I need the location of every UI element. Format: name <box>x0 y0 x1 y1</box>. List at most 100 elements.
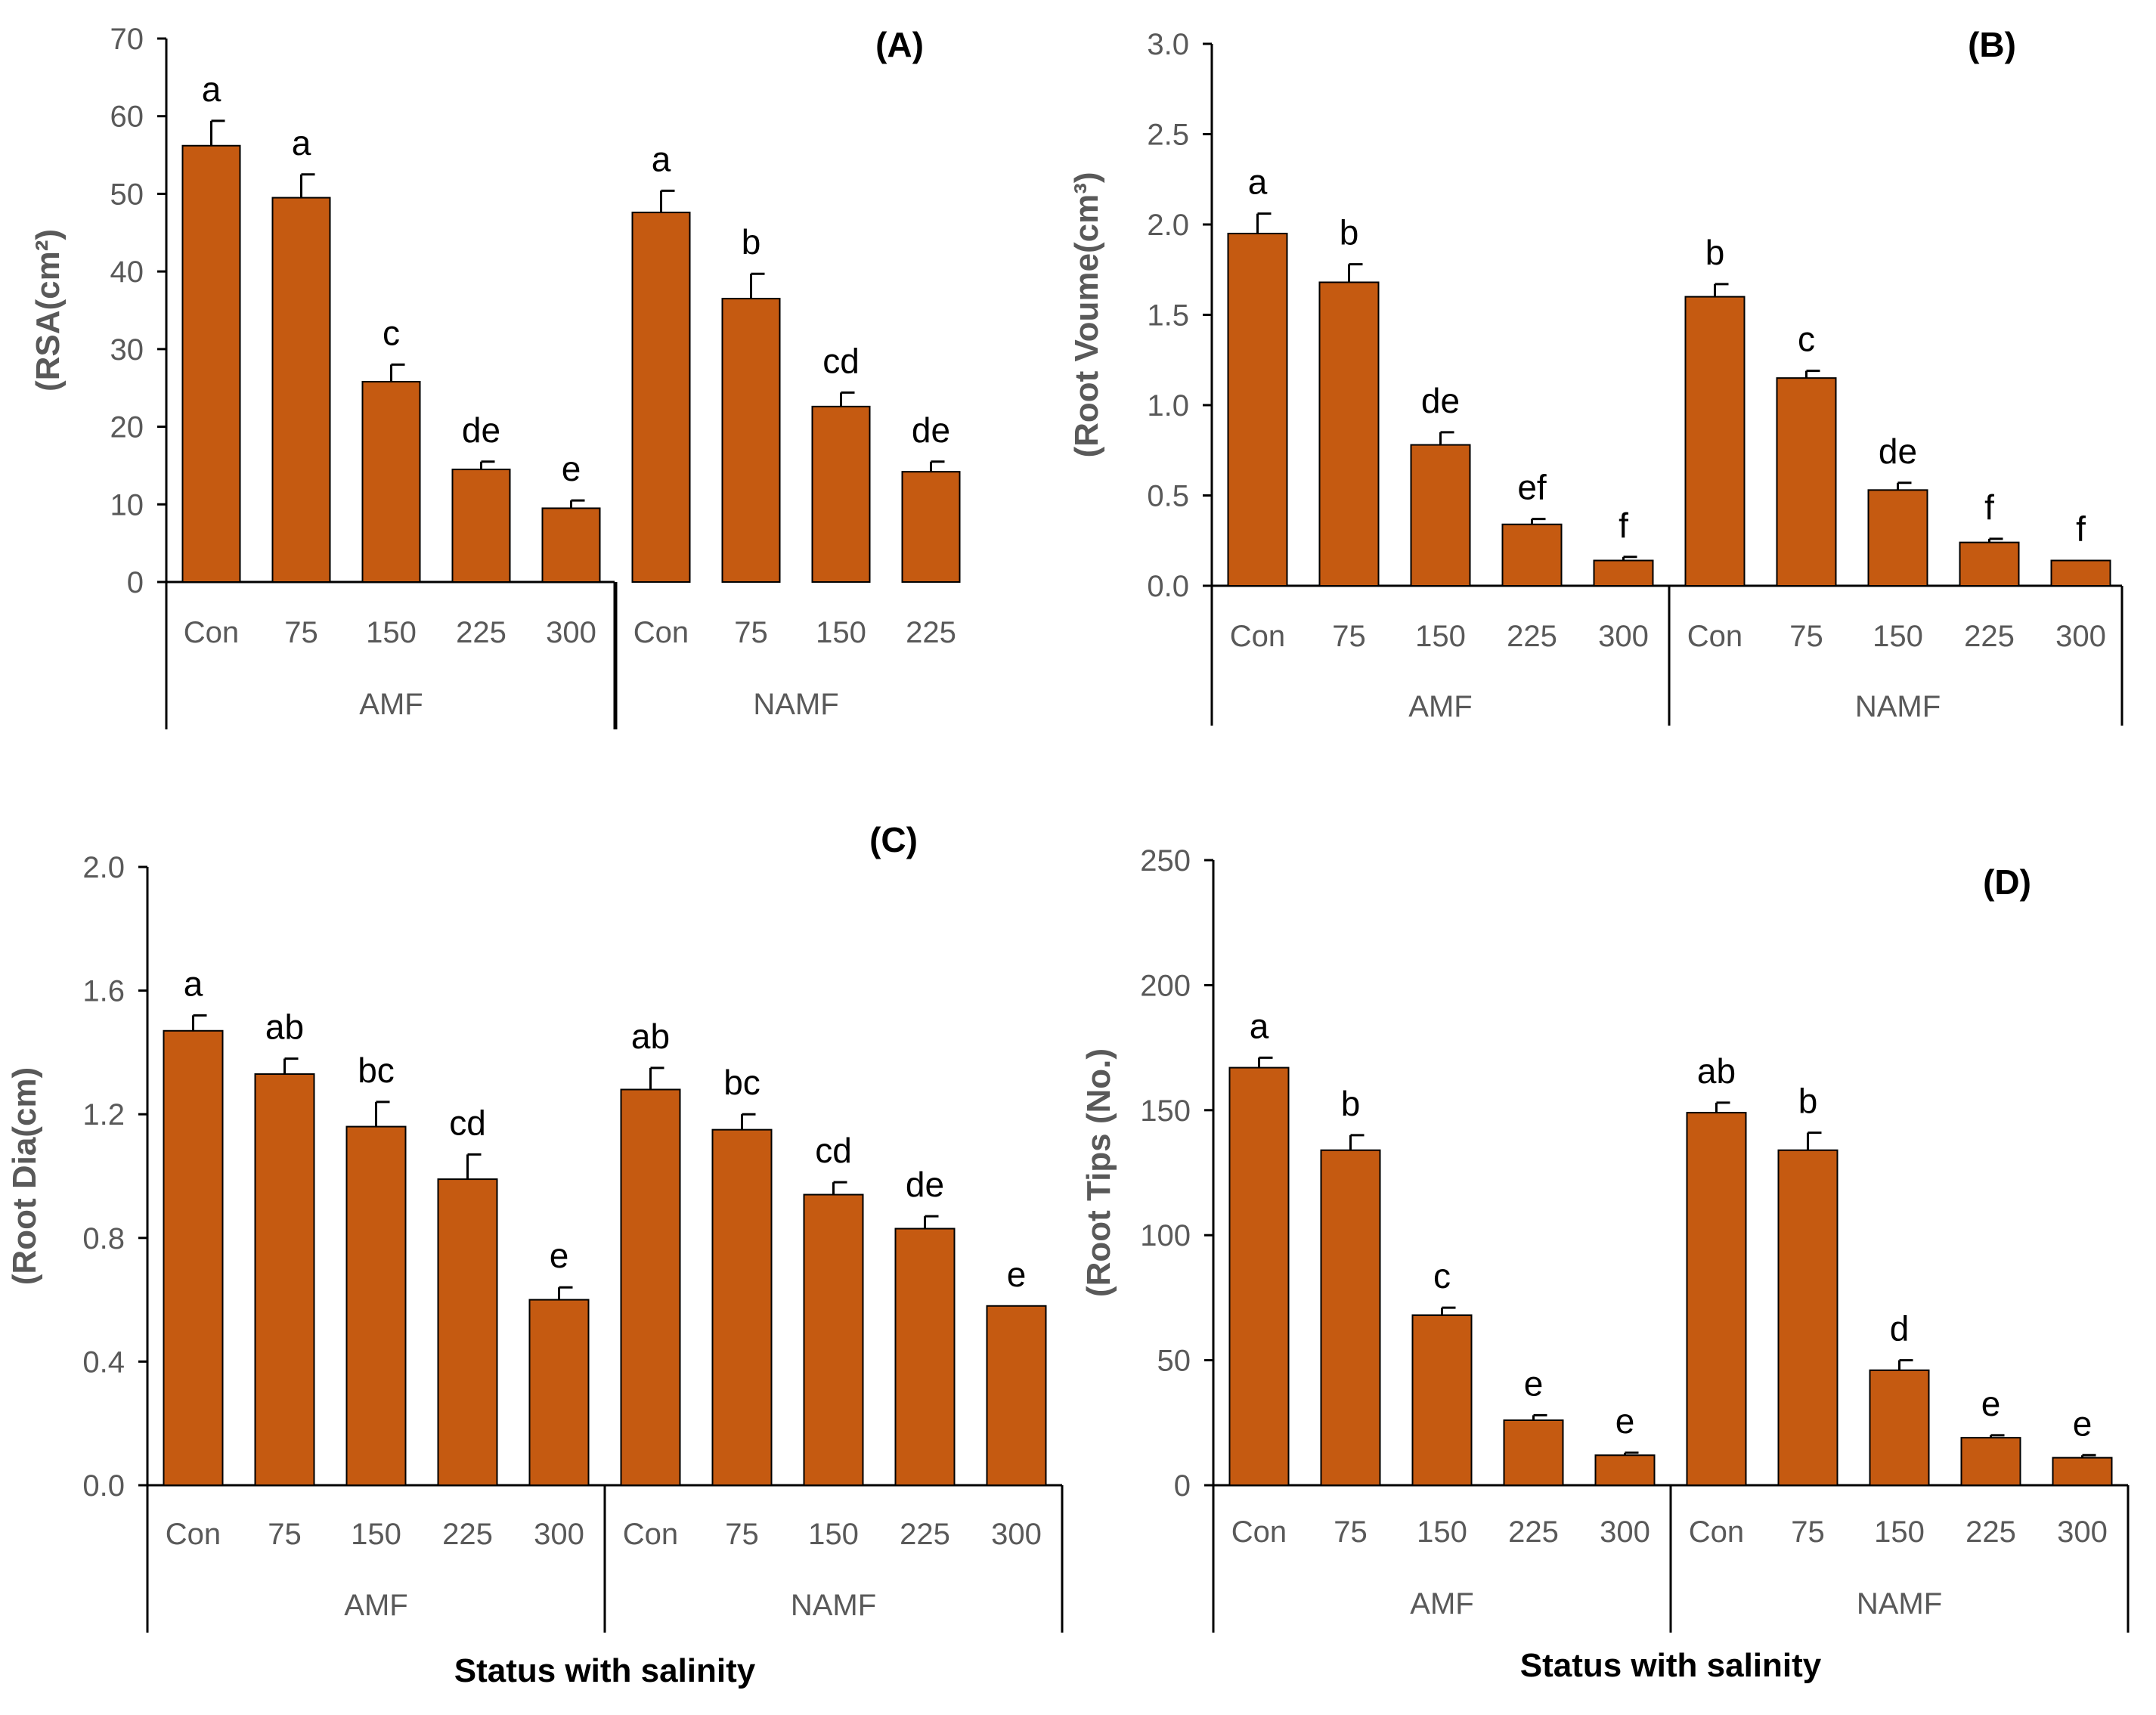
panel-d-bar <box>1503 1419 1564 1486</box>
panel-c-bar <box>894 1227 956 1487</box>
panel-d-bar <box>1869 1369 1930 1487</box>
panel-a-y-axis-title: (RSA(cm²) <box>29 229 67 392</box>
panel-d-category-label: 300 <box>1600 1515 1650 1549</box>
panel-d-y-tick-label: 200 <box>1140 969 1191 1002</box>
panel-c-category-label: 150 <box>808 1518 859 1551</box>
panel-a-bar <box>181 144 241 583</box>
panel-b-bar <box>1867 489 1928 587</box>
panel-d-significance-letter: b <box>1341 1084 1361 1123</box>
panel-b-significance-letter: c <box>1798 320 1815 359</box>
panel-c-significance-letter: de <box>906 1165 944 1204</box>
panel-c-label: (C) <box>869 820 918 859</box>
panel-c-y-tick-label: 0.8 <box>82 1222 125 1255</box>
panel-c-significance-letter: cd <box>449 1103 486 1142</box>
panel-a-category-label: 150 <box>816 616 866 649</box>
panel-d-significance-letter: e <box>1524 1364 1544 1403</box>
panel-c-category-label: Con <box>623 1518 678 1551</box>
panel-d-y-tick-label: 50 <box>1157 1345 1191 1378</box>
panel-b-bar <box>1959 541 2020 587</box>
panel-a-bar <box>721 298 781 583</box>
panel-a-significance-letter: a <box>202 70 221 109</box>
panel-a-y-tick-label: 70 <box>110 23 144 56</box>
panel-d-y-axis-title: (Root Tips (No.) <box>1080 1048 1117 1297</box>
panel-a-category-label: Con <box>184 616 239 649</box>
panel-a-y-tick-label: 0 <box>127 566 144 599</box>
panel-b-category-label: Con <box>1230 620 1285 653</box>
panel-b-significance-letter: f <box>1619 506 1628 545</box>
panel-d-y-tick-label: 150 <box>1140 1094 1191 1128</box>
panel-a-category-label: 150 <box>366 616 417 649</box>
panel-a-significance-letter: de <box>462 410 500 450</box>
panel-a-bar <box>811 405 871 584</box>
panel-c-bar <box>711 1128 773 1487</box>
panel-a-bar <box>451 469 511 583</box>
panel-b-significance-letter: ef <box>1517 468 1547 507</box>
panel-c-significance-letter: cd <box>815 1131 852 1170</box>
panel-c-y-tick-label: 2.0 <box>82 851 125 884</box>
panel-a-bar <box>631 212 691 583</box>
panel-d-significance-letter: e <box>1981 1384 2001 1423</box>
panel-c-x-axis-title: Status with salinity <box>454 1652 756 1689</box>
panel-a-bar <box>541 507 601 584</box>
panel-a-y-tick-label: 50 <box>110 178 144 211</box>
panel-b-bar <box>1776 377 1837 587</box>
panel-d-bar <box>1777 1149 1838 1487</box>
panel-a-category-label: 75 <box>734 616 768 649</box>
panel-b-group-label: NAMF <box>1855 690 1941 723</box>
panel-a-significance-letter: cd <box>822 341 860 380</box>
panel-b-y-tick-label: 0.5 <box>1147 480 1189 513</box>
panel-a-significance-letter: e <box>562 449 581 488</box>
panel-b-y-tick-label: 1.5 <box>1147 299 1189 333</box>
panel-c-category-label: 75 <box>268 1518 302 1551</box>
panel-d-significance-letter: e <box>2073 1404 2092 1443</box>
panel-a-category-label: 225 <box>906 616 956 649</box>
panel-d-significance-letter: e <box>1615 1401 1635 1441</box>
panel-d-bar <box>1686 1112 1747 1487</box>
panel-b-category-label: 300 <box>1598 620 1649 653</box>
panel-a-category-label: 225 <box>456 616 506 649</box>
panel-c-category-label: 225 <box>442 1518 493 1551</box>
panel-a-significance-letter: de <box>912 410 950 450</box>
panel-b-significance-letter: b <box>1340 213 1359 252</box>
panel-a-significance-letter: a <box>292 123 311 163</box>
panel-a-y-tick-label: 30 <box>110 333 144 367</box>
panel-d-category-label: 225 <box>1508 1515 1559 1549</box>
panel-c-bar <box>528 1299 590 1486</box>
panel-b-bar <box>1501 523 1563 587</box>
panel-c-category-label: 300 <box>534 1518 584 1551</box>
panel-d-bar <box>1411 1314 1473 1487</box>
panel-c-significance-letter: ab <box>265 1008 304 1047</box>
panel-a-y-tick-label: 10 <box>110 488 144 522</box>
panel-b-category-label: 75 <box>1789 620 1823 653</box>
panel-b-y-axis-title: (Root Voume(cm³) <box>1068 172 1105 457</box>
panel-a-label: (A) <box>875 25 924 64</box>
panel-b-bar <box>1318 281 1380 587</box>
panel-c-bar <box>437 1178 498 1486</box>
panel-c-y-tick-label: 1.6 <box>82 975 125 1008</box>
panel-d-significance-letter: ab <box>1697 1051 1736 1091</box>
panel-b-category-label: 150 <box>1415 620 1466 653</box>
panel-d-bar <box>1320 1149 1381 1487</box>
panel-c-bar <box>345 1125 407 1487</box>
panel-c-significance-letter: ab <box>631 1017 670 1056</box>
panel-b-category-label: 75 <box>1332 620 1366 653</box>
panel-d-y-tick-label: 0 <box>1174 1469 1191 1503</box>
panel-b-bar <box>2050 559 2111 587</box>
panel-a-significance-letter: a <box>652 139 671 178</box>
panel-d-category-label: 75 <box>1334 1515 1368 1549</box>
panel-b-bar <box>1593 559 1654 587</box>
panel-b-y-tick-label: 3.0 <box>1147 28 1189 61</box>
panel-d-significance-letter: b <box>1798 1082 1818 1121</box>
panel-b-y-tick-label: 0.0 <box>1147 570 1189 603</box>
panel-a-category-label: Con <box>633 616 689 649</box>
panel-a-significance-letter: c <box>383 313 400 352</box>
panel-d-category-label: 150 <box>1417 1515 1467 1549</box>
panel-a-group-label: AMF <box>359 688 423 721</box>
panel-a-significance-letter: b <box>742 222 761 262</box>
panel-c-significance-letter: bc <box>723 1063 760 1102</box>
panel-c-y-tick-label: 0.0 <box>82 1469 125 1503</box>
panel-c-significance-letter: e <box>550 1236 569 1275</box>
panel-b-bar <box>1227 232 1288 587</box>
panel-c-bar <box>620 1088 681 1486</box>
